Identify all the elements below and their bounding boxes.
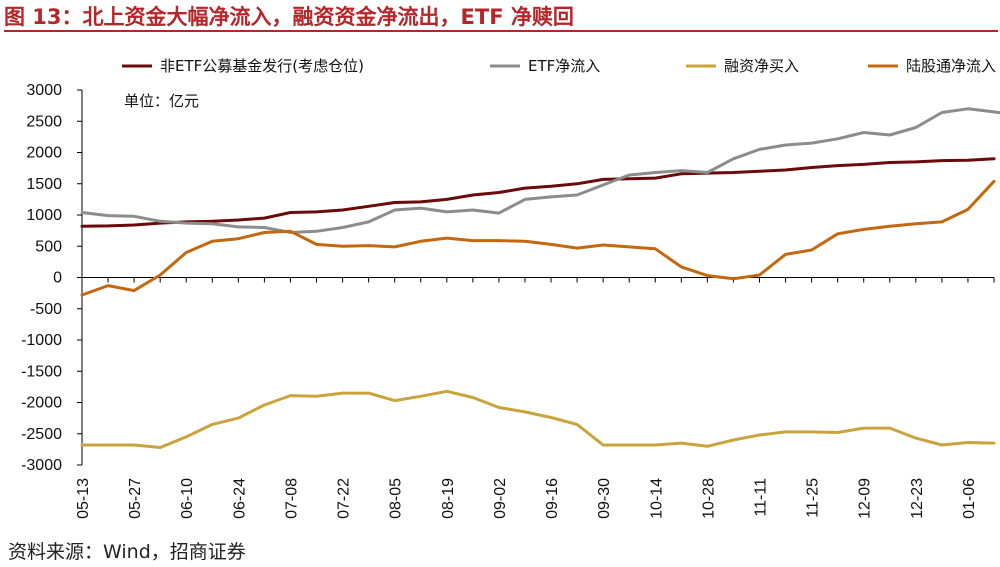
x-tick-label: 07-08 (283, 478, 300, 519)
y-tick-label: 500 (35, 238, 62, 255)
y-tick-label: -3000 (21, 457, 62, 474)
y-tick-label: -1000 (21, 332, 62, 349)
x-tick-label: 08-19 (440, 478, 457, 519)
legend-item-non-etf-fund: 非ETF公募基金发行(考虑仓位) (122, 57, 364, 75)
legend-item-margin: 融资净买入 (686, 57, 799, 75)
legend-item-northbound: 陆股通净流入 (868, 57, 996, 75)
x-tick-label: 09-16 (544, 478, 561, 519)
chart-axes: 3000 2500 2000 1500 1000 500 0 -500 -1000 -1500 -2… (21, 82, 995, 519)
figure-source: 资料来源：Wind，招商证券 (8, 541, 246, 563)
series-line-northbound (80, 179, 996, 297)
x-tick-label: 08-05 (388, 478, 405, 519)
x-tick-label: 09-02 (492, 478, 509, 519)
x-tick-label: 12-23 (909, 478, 926, 519)
series-line-margin (80, 389, 996, 449)
y-tick-label: -500 (30, 301, 62, 318)
figure-title: 图 13：北上资金大幅净流入，融资资金净流出，ETF 净赎回 (4, 2, 998, 32)
x-tick-label: 11-11 (752, 478, 769, 517)
legend-item-etf: ETF净流入 (490, 57, 600, 75)
y-tick-label: 3000 (26, 82, 62, 99)
legend-label: 非ETF公募基金发行(考虑仓位) (160, 57, 364, 75)
unit-label: 单位：亿元 (124, 92, 199, 110)
chart-series (80, 107, 1000, 449)
x-tick-label: 10-14 (648, 478, 665, 519)
x-tick-label: 07-22 (336, 478, 353, 519)
y-tick-label: 0 (53, 270, 62, 287)
series-line-etf (80, 107, 1000, 234)
x-tick-label: 01-06 (961, 478, 978, 519)
x-tick-label: 12-09 (857, 478, 874, 519)
legend-label: 融资净买入 (724, 57, 799, 75)
y-tick-label: -2000 (21, 395, 62, 412)
y-tick-label: -1500 (21, 363, 62, 380)
x-tick-label: 06-10 (179, 478, 196, 519)
legend-label: 陆股通净流入 (906, 57, 996, 75)
y-tick-label: 2000 (26, 145, 62, 162)
x-tick-label: 10-28 (700, 478, 717, 519)
x-tick-label: 05-13 (75, 478, 92, 519)
y-tick-label: 2500 (26, 113, 62, 130)
x-tick-label: 05-27 (127, 478, 144, 519)
x-tick-label: 06-24 (231, 478, 248, 519)
y-tick-label: -2500 (21, 426, 62, 443)
chart-legend: 非ETF公募基金发行(考虑仓位) ETF净流入 融资净买入 陆股通净流入 (122, 57, 996, 75)
series-line-non-etf-fund (80, 157, 996, 228)
x-tick-label: 11-25 (805, 478, 822, 518)
y-tick-label: 1500 (26, 176, 62, 193)
x-tick-label: 09-30 (596, 478, 613, 519)
legend-label: ETF净流入 (528, 57, 600, 75)
y-tick-label: 1000 (26, 207, 62, 224)
